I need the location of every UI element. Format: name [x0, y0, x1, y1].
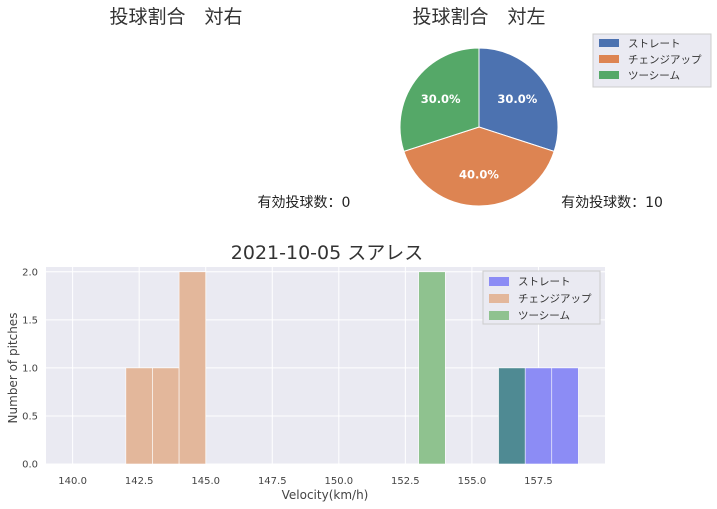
pie-slice-label-2: 40.0% — [459, 167, 499, 181]
pie-slice-label-3: 30.0% — [421, 92, 461, 106]
histogram-bars — [125, 271, 579, 465]
hist-legend-swatch-1 — [489, 277, 509, 286]
pie-slice-label-1: 30.0% — [497, 92, 537, 106]
histogram-ticks: 140.0 142.5 145.0 147.5 150.0 152.5 155.0 157.5… — [22, 267, 553, 487]
hist-legend-swatch-2 — [489, 294, 509, 303]
histogram-ylabel: Number of pitches — [6, 313, 20, 424]
pie-left-count: 有効投球数：10 — [561, 195, 663, 211]
x-tick-label-5: 150.0 — [324, 476, 353, 487]
pie-legend-label-2: チェンジアップ — [628, 54, 702, 66]
histogram-xlabel: Velocity(km/h) — [282, 488, 369, 502]
histogram-title: 2021-10-05 スアレス — [231, 242, 423, 264]
bar-change-3 — [178, 271, 207, 465]
y-tick-label-3: 1.0 — [22, 363, 38, 374]
y-tick-label-4: 1.5 — [22, 315, 38, 326]
bar-change-1 — [125, 367, 153, 465]
x-tick-label-6: 152.5 — [391, 476, 420, 487]
pie-slice-1 — [478, 47, 559, 153]
pie-slice-3 — [399, 47, 480, 153]
bar-change-2 — [152, 367, 180, 465]
bar-overlap — [498, 367, 526, 465]
pie-legend-label-1: ストレート — [628, 38, 681, 50]
bar-sinker-1 — [418, 271, 446, 465]
x-tick-label-4: 147.5 — [258, 476, 287, 487]
hist-legend-label-3: ツーシーム — [518, 310, 570, 322]
x-tick-label-1: 140.0 — [58, 476, 87, 487]
pie-chart-left: 30.0% 40.0% 30.0% — [399, 47, 559, 207]
x-tick-label-2: 142.5 — [125, 476, 154, 487]
bar-straight-3 — [551, 367, 579, 465]
pie-left-title: 投球割合 対左 — [412, 6, 545, 28]
pie-legend-label-3: ツーシーム — [628, 70, 680, 82]
pie-slice-2 — [403, 126, 555, 207]
pie-right-count: 有効投球数：0 — [258, 195, 351, 211]
pie-legend-swatch-1 — [599, 39, 619, 47]
hist-legend-label-2: チェンジアップ — [518, 293, 592, 305]
hist-legend-label-1: ストレート — [518, 276, 571, 288]
y-tick-label-2: 0.5 — [22, 411, 38, 422]
pie-legend-swatch-2 — [599, 55, 619, 63]
pie-legend-swatch-3 — [599, 71, 619, 79]
y-tick-label-5: 2.0 — [22, 267, 38, 278]
hist-legend-swatch-3 — [489, 311, 509, 320]
y-tick-label-1: 0.0 — [22, 460, 38, 471]
x-tick-label-7: 155.0 — [458, 476, 487, 487]
x-tick-label-8: 157.5 — [524, 476, 553, 487]
x-tick-label-3: 145.0 — [191, 476, 220, 487]
pie-right-title: 投球割合 対右 — [109, 6, 242, 28]
bar-straight-2 — [524, 367, 553, 465]
